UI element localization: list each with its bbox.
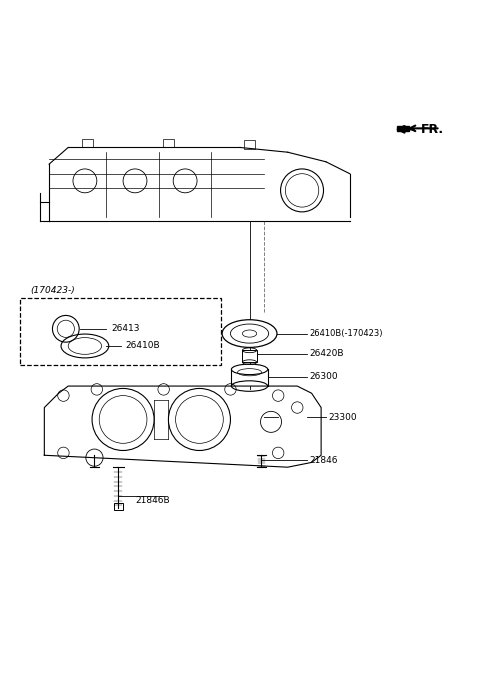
Text: 23300: 23300: [328, 413, 357, 422]
Text: (170423-): (170423-): [30, 286, 75, 295]
Text: 26420B: 26420B: [309, 349, 344, 358]
Bar: [163, 139, 174, 147]
Bar: [242, 350, 257, 362]
Bar: [114, 503, 123, 510]
Bar: [244, 140, 255, 149]
Text: 26300: 26300: [309, 372, 338, 381]
Bar: [82, 139, 93, 147]
Polygon shape: [397, 126, 409, 131]
Text: 21846B: 21846B: [135, 496, 169, 505]
Text: FR.: FR.: [421, 123, 444, 136]
Text: 26410B: 26410B: [125, 341, 160, 350]
Text: 26413: 26413: [111, 324, 140, 333]
Text: 21846: 21846: [309, 455, 338, 464]
Text: 26410B(-170423): 26410B(-170423): [309, 329, 383, 338]
